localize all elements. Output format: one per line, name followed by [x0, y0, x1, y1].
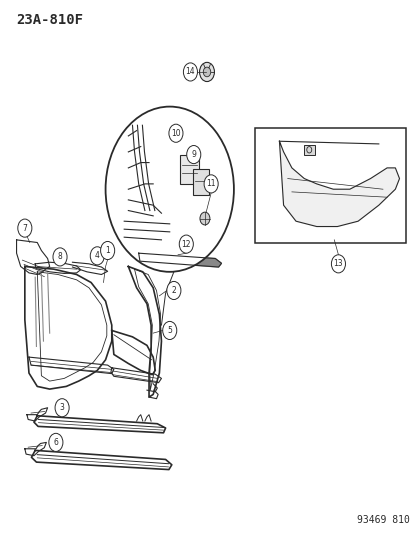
Polygon shape: [112, 330, 155, 375]
Circle shape: [199, 212, 209, 225]
Text: 13: 13: [333, 260, 342, 268]
Circle shape: [199, 62, 214, 82]
Circle shape: [53, 248, 67, 266]
Circle shape: [162, 321, 176, 340]
Circle shape: [105, 107, 233, 272]
Polygon shape: [25, 442, 46, 456]
Polygon shape: [34, 416, 165, 433]
Bar: [304, 145, 314, 155]
Text: 11: 11: [206, 180, 215, 188]
Text: 1: 1: [105, 246, 110, 255]
Circle shape: [179, 235, 193, 253]
Text: 14: 14: [185, 68, 195, 76]
Text: 7: 7: [22, 224, 27, 232]
Polygon shape: [29, 357, 114, 374]
Polygon shape: [25, 266, 112, 389]
Text: 9: 9: [191, 150, 196, 159]
Circle shape: [204, 175, 218, 193]
Circle shape: [18, 219, 32, 237]
Circle shape: [183, 63, 197, 81]
Polygon shape: [111, 368, 161, 383]
Polygon shape: [138, 253, 221, 267]
Text: 4: 4: [95, 252, 100, 260]
Bar: [180, 155, 198, 184]
Polygon shape: [72, 262, 107, 274]
Text: 3: 3: [59, 403, 64, 412]
Circle shape: [203, 67, 210, 77]
Polygon shape: [128, 266, 161, 397]
Text: 8: 8: [57, 253, 62, 261]
Circle shape: [186, 146, 200, 164]
Polygon shape: [27, 408, 47, 421]
Polygon shape: [17, 240, 50, 274]
Text: 5: 5: [167, 326, 172, 335]
Circle shape: [55, 399, 69, 417]
Text: 6: 6: [53, 438, 58, 447]
Circle shape: [90, 247, 104, 265]
Circle shape: [169, 124, 183, 142]
Text: 12: 12: [181, 240, 190, 248]
Polygon shape: [279, 141, 399, 227]
Polygon shape: [35, 262, 81, 273]
Bar: [254, 128, 405, 243]
Circle shape: [100, 241, 114, 260]
Text: 2: 2: [171, 286, 176, 295]
Text: 10: 10: [171, 129, 180, 138]
Text: 23A-810F: 23A-810F: [17, 13, 83, 27]
Circle shape: [330, 255, 344, 273]
Polygon shape: [31, 450, 171, 470]
Circle shape: [49, 433, 63, 451]
Bar: [192, 169, 209, 195]
Circle shape: [166, 281, 180, 300]
Text: 93469 810: 93469 810: [356, 515, 409, 525]
